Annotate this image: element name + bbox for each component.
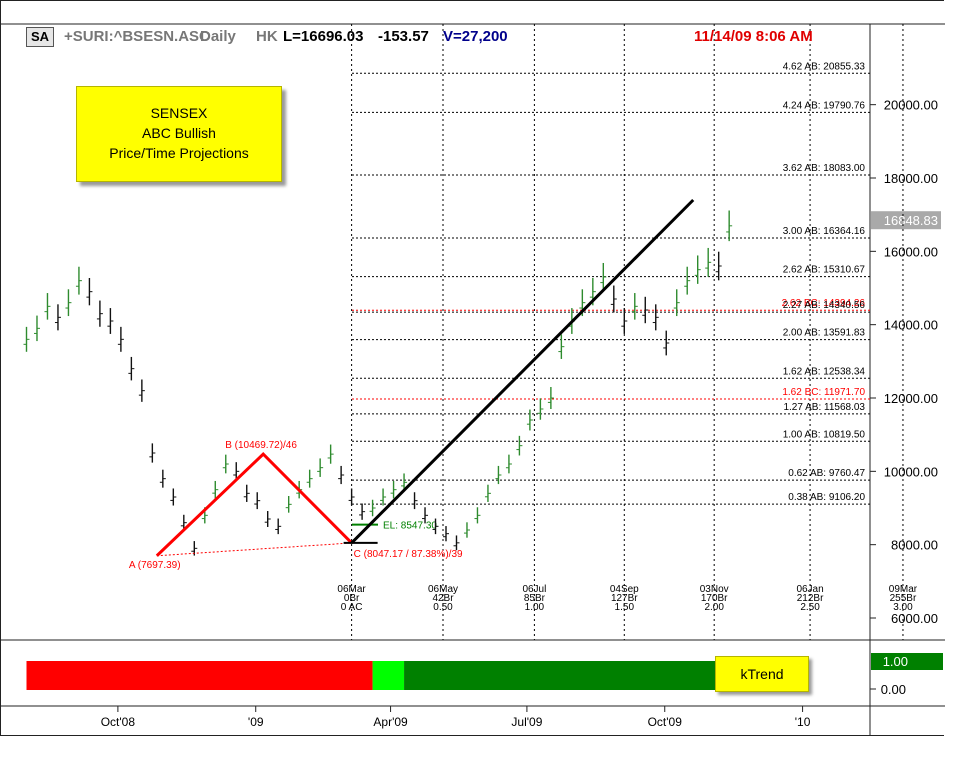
y-tick-label: 18000.00 <box>884 171 938 186</box>
window-edge <box>944 0 966 757</box>
projection-level-label: 1.62 BC: 11971.70 <box>782 387 865 398</box>
x-tick-label: Oct'09 <box>648 715 683 729</box>
ktrend-segment <box>372 661 405 690</box>
y-tick-label: 20000.00 <box>884 98 938 113</box>
exchange-label: HK <box>256 28 278 45</box>
annotation-box: SENSEX ABC Bullish Price/Time Projection… <box>76 86 282 182</box>
ktrend-segment <box>404 661 730 690</box>
volume-label: V=27,200 <box>443 28 508 45</box>
trend-line <box>350 198 695 544</box>
time-projection-label: 0.50 <box>433 602 453 613</box>
time-projection-label: 1.00 <box>525 602 545 613</box>
y-tick-label: 14000.00 <box>884 318 938 333</box>
annotation-line-1: SENSEX <box>150 105 208 121</box>
last-price: L=16696.03 <box>283 28 364 45</box>
time-projection-label: 3.00 <box>893 602 913 613</box>
time-projection-label: 09Mar <box>889 584 918 595</box>
time-projection-label: 127Br <box>611 593 638 604</box>
period-label: Daily <box>200 28 236 45</box>
time-projection-label: 06May <box>428 584 458 595</box>
time-projection-label: 42Br <box>432 593 454 604</box>
time-projection-label: 0Br <box>344 593 360 604</box>
current-price-tag <box>871 211 941 230</box>
y-tick-label: 12000.00 <box>884 391 938 406</box>
x-tick-label: Oct'08 <box>101 715 136 729</box>
abc-pattern-line <box>155 452 353 557</box>
x-tick-label: '09 <box>248 715 264 729</box>
time-projection-label: 85Br <box>524 593 546 604</box>
time-projection-label: 255Br <box>890 593 917 604</box>
ac-dashed-line <box>156 542 352 557</box>
projection-level-label: 1.00 AB: 10819.50 <box>783 429 866 440</box>
projection-level-label: 1.27 AB: 11568.03 <box>783 402 865 413</box>
symbol-badge[interactable]: SA <box>26 27 54 47</box>
annotation-line-2: ABC Bullish <box>142 125 216 141</box>
point-a-label: A (7697.39) <box>129 560 181 571</box>
projection-level-label: 4.62 AB: 20855.33 <box>783 61 866 72</box>
x-tick-label: Apr'09 <box>373 715 408 729</box>
time-projection-label: 1.50 <box>615 602 635 613</box>
timestamp: 11/14/09 8:06 AM <box>694 28 813 45</box>
ktrend-zero-label: 0.00 <box>881 682 906 697</box>
projection-level-label: 4.24 AB: 19790.76 <box>783 100 866 111</box>
projection-level-label: 3.00 AB: 16364.16 <box>783 226 866 237</box>
point-c-label: C (8047.17 / 87.38%)/39 <box>354 549 463 560</box>
projection-level-label: 2.00 AB: 13591.83 <box>783 328 866 339</box>
symbol-name: +SURI:^BSESN.ASC <box>64 28 210 45</box>
y-tick-label: 8000.00 <box>891 538 938 553</box>
price-change: -153.57 <box>378 28 429 45</box>
entry-line-label: EL: 8547.30 <box>383 521 437 532</box>
ktrend-value-tag <box>871 653 943 670</box>
time-projection-label: 04Sep <box>610 584 639 595</box>
ktrend-value: 1.00 <box>883 654 908 669</box>
y-tick-label: 6000.00 <box>891 611 938 626</box>
current-price-label: 16848.83 <box>884 213 938 228</box>
projection-level-label: 0.38 AB: 9106.20 <box>788 492 865 503</box>
annotation-line-3: Price/Time Projections <box>109 145 249 161</box>
time-projection-label: 2.00 <box>704 602 724 613</box>
ktrend-label: kTrend <box>715 656 809 692</box>
time-projection-label: 212Br <box>797 593 824 604</box>
y-tick-label: 10000.00 <box>884 464 938 479</box>
time-projection-label: 06Jan <box>796 584 823 595</box>
projection-level-label: 2.62 AB: 15310.67 <box>783 265 866 276</box>
ktrend-segment <box>26 661 373 690</box>
point-b-label: B (10469.72)/46 <box>225 440 297 451</box>
time-projection-label: 06Jul <box>522 584 546 595</box>
projection-level-label: 3.62 AB: 18083.00 <box>783 163 866 174</box>
projection-level-label: 0.62 AB: 9760.47 <box>788 468 865 479</box>
time-projection-label: 06Mar <box>337 584 366 595</box>
x-tick-label: Jul'09 <box>511 715 542 729</box>
time-projection-label: 170Br <box>701 593 728 604</box>
y-tick-label: 16000.00 <box>884 244 938 259</box>
time-projection-label: 03Nov <box>700 584 729 595</box>
time-projection-label: 2.50 <box>800 602 820 613</box>
time-projection-label: 0 AC <box>341 602 363 613</box>
projection-level-label: 2.27 AB: 14340.56 <box>783 300 866 311</box>
projection-level-label: 1.62 AB: 12538.34 <box>783 366 866 377</box>
x-tick-label: '10 <box>795 715 811 729</box>
projection-level-label: 2.62 BC: 14394.26 <box>782 298 866 309</box>
